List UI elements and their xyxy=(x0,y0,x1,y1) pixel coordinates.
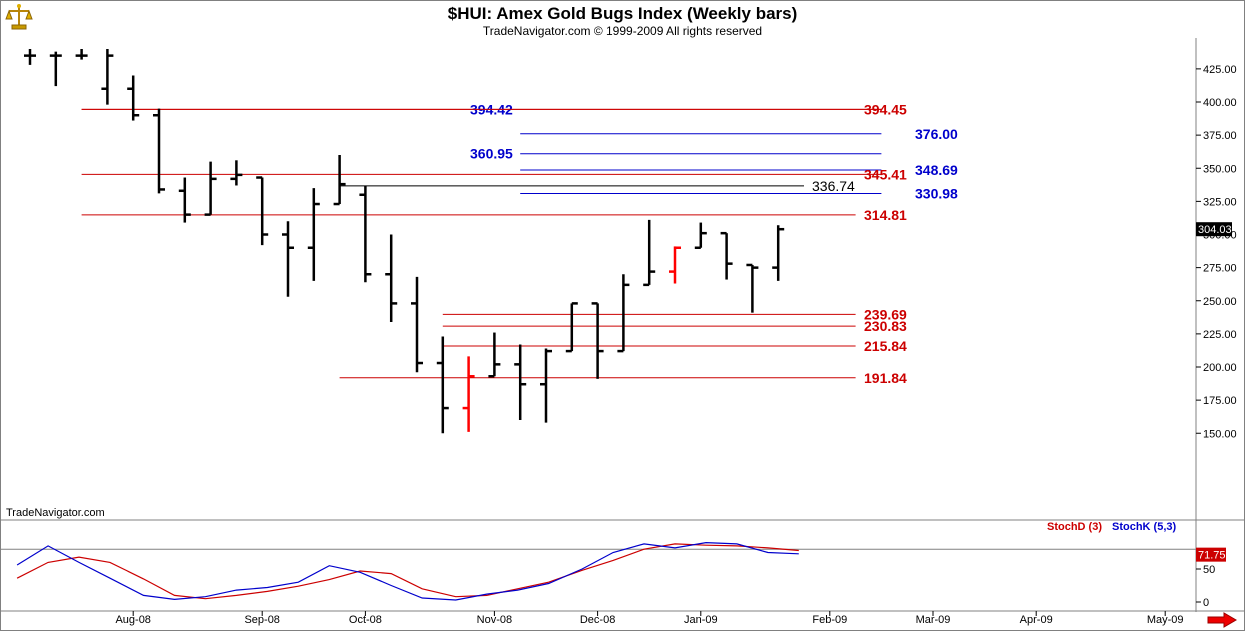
x-tick-label: Aug-08 xyxy=(115,614,150,626)
last-price-label: 304.03 xyxy=(1198,224,1232,236)
chart-subtitle: TradeNavigator.com © 1999-2009 All right… xyxy=(482,24,763,38)
level-label: 376.00 xyxy=(915,126,958,142)
x-tick-label: Nov-08 xyxy=(477,614,512,626)
price-ytick-label: 375.00 xyxy=(1203,130,1237,142)
level-label: 239.69 xyxy=(864,306,907,322)
watermark: TradeNavigator.com xyxy=(6,507,105,519)
stoch-series-line xyxy=(16,543,799,600)
price-ytick-label: 225.00 xyxy=(1203,329,1237,341)
level-label: 314.81 xyxy=(864,207,907,223)
level-label: 191.84 xyxy=(864,370,907,386)
level-label: 394.45 xyxy=(864,101,907,117)
level-label: 215.84 xyxy=(864,338,907,354)
legend-stochd: StochD (3) xyxy=(1047,521,1102,533)
x-tick-label: Apr-09 xyxy=(1020,614,1053,626)
price-ytick-label: 175.00 xyxy=(1203,395,1237,407)
level-label: 230.83 xyxy=(864,318,907,334)
last-price-badge xyxy=(1196,222,1232,237)
level-label: 330.98 xyxy=(915,185,958,201)
level-label: 360.95 xyxy=(470,146,513,162)
price-ytick-label: 325.00 xyxy=(1203,196,1237,208)
level-label: 345.41 xyxy=(864,166,907,182)
stoch-ytick-label: 0 xyxy=(1203,597,1209,609)
price-ytick-label: 250.00 xyxy=(1203,296,1237,308)
x-tick-label: Dec-08 xyxy=(580,614,615,626)
x-tick-label: Jan-09 xyxy=(684,614,718,626)
x-tick-label: Oct-08 xyxy=(349,614,382,626)
price-ytick-label: 350.00 xyxy=(1203,163,1237,175)
x-tick-label: Feb-09 xyxy=(812,614,847,626)
price-ytick-label: 200.00 xyxy=(1203,362,1237,374)
last-stoch-label: 71.75 xyxy=(1198,550,1226,562)
price-ytick-label: 400.00 xyxy=(1203,97,1237,109)
x-tick-label: Sep-08 xyxy=(244,614,279,626)
red-right-arrow-icon[interactable] xyxy=(1207,612,1237,628)
last-stoch-badge xyxy=(1196,547,1226,562)
x-tick-label: Mar-09 xyxy=(916,614,951,626)
chart-title: $HUI: Amex Gold Bugs Index (Weekly bars) xyxy=(447,4,798,23)
gold-balance-scale-icon xyxy=(5,4,33,30)
level-label: 348.69 xyxy=(915,162,958,178)
stoch-series-line xyxy=(16,541,799,601)
level-label: 336.74 xyxy=(812,178,855,194)
x-tick-label: May-09 xyxy=(1147,614,1184,626)
legend-stochk: StochK (5,3) xyxy=(1112,521,1177,533)
price-ytick-label: 425.00 xyxy=(1203,64,1237,76)
price-ytick-label: 150.00 xyxy=(1203,428,1237,440)
price-ytick-label: 275.00 xyxy=(1203,263,1237,275)
stoch-ytick-label: 50 xyxy=(1203,564,1215,576)
